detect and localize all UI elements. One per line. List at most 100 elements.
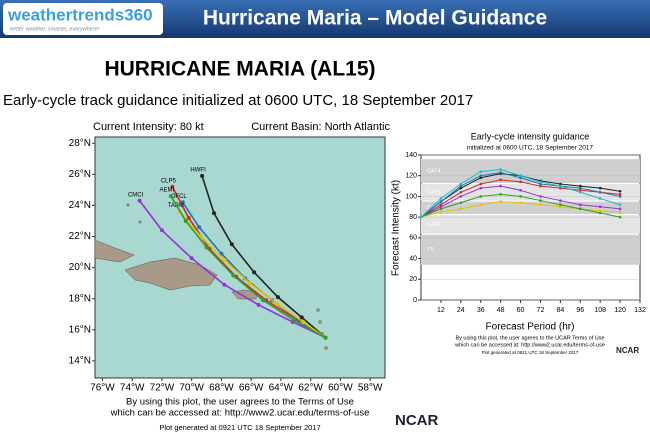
point xyxy=(204,245,209,250)
point xyxy=(211,211,216,216)
land-cuba xyxy=(94,239,135,263)
point xyxy=(439,203,443,207)
point xyxy=(539,184,542,188)
point xyxy=(479,174,483,178)
point xyxy=(598,186,602,190)
category-band xyxy=(421,215,640,234)
point xyxy=(618,195,622,198)
point xyxy=(519,188,522,192)
point xyxy=(168,194,173,199)
y-tick-label: 14°N xyxy=(69,356,91,367)
point xyxy=(137,198,142,203)
point xyxy=(222,257,227,262)
point xyxy=(499,168,502,171)
point xyxy=(292,318,297,323)
point xyxy=(618,215,622,219)
series-label: TABM xyxy=(168,203,184,209)
x-tick-label: 96 xyxy=(576,307,584,314)
logo-box xyxy=(3,3,163,35)
x-tick-label: 72 xyxy=(537,307,545,314)
point xyxy=(559,205,562,209)
series-label: OFCL xyxy=(171,194,188,200)
point xyxy=(159,228,164,233)
point xyxy=(274,301,279,306)
credit: NCAR xyxy=(616,346,639,355)
y-tick-label: 60 xyxy=(409,235,417,242)
point xyxy=(170,184,175,189)
point xyxy=(419,215,423,219)
note: Plot generated at 0921 UTC 18 September … xyxy=(482,350,579,355)
band-label: TS xyxy=(427,247,434,253)
point xyxy=(301,320,306,325)
x-tick-label: 120 xyxy=(614,307,626,314)
y-tick-label: 120 xyxy=(405,173,417,180)
y-tick-label: 20 xyxy=(409,276,417,283)
point xyxy=(499,193,502,196)
point xyxy=(439,197,443,200)
point xyxy=(519,174,522,178)
logo: weathertrends360 xyxy=(7,5,153,24)
chart-title: Early-cycle intensity guidance xyxy=(471,131,590,141)
point xyxy=(618,189,622,193)
band-label: CAT1 xyxy=(427,222,441,228)
note: Plot generated at 0921 UTC 18 September … xyxy=(159,423,320,432)
point xyxy=(186,215,191,220)
current-intensity: Current Intensity: 80 kt xyxy=(93,121,204,133)
y-tick-label: 18°N xyxy=(69,293,91,304)
point xyxy=(559,184,562,188)
x-tick-label: 36 xyxy=(477,307,485,314)
y-tick-label: 80 xyxy=(409,214,417,221)
x-tick-label: 64°W xyxy=(269,383,294,394)
point xyxy=(519,201,522,204)
chart-subtitle: initialized at 0600 UTC, 18 September 20… xyxy=(467,145,593,152)
point xyxy=(519,180,522,184)
point xyxy=(499,184,502,188)
x-tick-label: 66°W xyxy=(239,383,264,394)
y-tick-label: 22°N xyxy=(69,231,91,242)
y-tick-label: 26°N xyxy=(69,169,91,180)
x-tick-label: 72°W xyxy=(150,383,175,394)
band-label: CAT4 xyxy=(427,169,441,175)
note: By using this plot, the user agrees to t… xyxy=(126,397,354,408)
series-label: AEMI xyxy=(160,188,175,194)
point xyxy=(559,186,562,190)
point xyxy=(459,207,463,211)
point xyxy=(578,188,582,192)
x-axis-label: Forecast Period (hr) xyxy=(486,322,575,333)
y-tick-label: 20°N xyxy=(69,262,91,273)
point xyxy=(559,199,562,202)
note: By using this plot, the user agrees to t… xyxy=(455,335,604,341)
point xyxy=(618,193,622,196)
point xyxy=(618,203,622,207)
point xyxy=(219,251,224,256)
point xyxy=(598,209,602,213)
point xyxy=(479,195,483,198)
x-tick-label: 74°W xyxy=(120,383,145,394)
point xyxy=(197,225,202,230)
point xyxy=(459,195,463,198)
point xyxy=(598,190,602,194)
land-island xyxy=(318,320,322,324)
point xyxy=(479,203,483,207)
y-axis-label: Forecast Intensity (kt) xyxy=(391,180,402,276)
point xyxy=(578,184,582,188)
y-tick-label: 0 xyxy=(413,297,417,304)
land-island xyxy=(316,308,320,312)
point xyxy=(439,207,443,211)
point xyxy=(439,205,443,209)
point xyxy=(559,182,562,186)
point xyxy=(539,203,542,207)
point xyxy=(459,190,463,194)
credit: NCAR xyxy=(395,412,438,429)
point xyxy=(229,242,234,247)
point xyxy=(231,273,236,278)
point xyxy=(479,182,483,186)
x-tick-label: 62°W xyxy=(298,383,323,394)
point xyxy=(180,200,185,205)
land-island xyxy=(138,220,142,224)
y-tick-label: 28°N xyxy=(69,138,91,149)
point xyxy=(189,256,194,261)
point xyxy=(479,176,483,180)
point xyxy=(578,203,582,207)
